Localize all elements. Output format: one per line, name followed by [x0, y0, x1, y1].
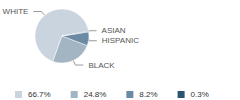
svg-text:0.3%: 0.3%	[191, 90, 209, 99]
svg-text:BLACK: BLACK	[88, 61, 115, 70]
svg-text:WHITE: WHITE	[3, 7, 29, 16]
svg-text:ASIAN: ASIAN	[102, 26, 126, 35]
svg-text:66.7%: 66.7%	[28, 90, 51, 99]
svg-text:24.8%: 24.8%	[84, 90, 107, 99]
svg-text:8.2%: 8.2%	[139, 90, 157, 99]
svg-text:HISPANIC: HISPANIC	[102, 36, 139, 45]
